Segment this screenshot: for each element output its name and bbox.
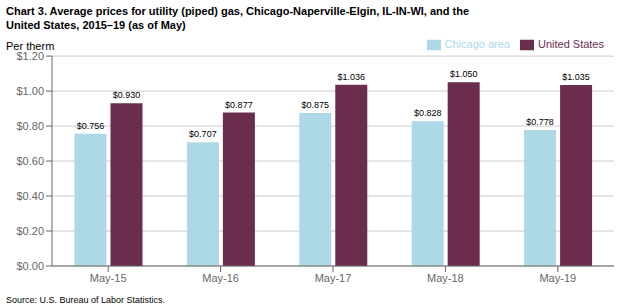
svg-text:$1.050: $1.050 — [450, 69, 478, 79]
svg-text:$0.875: $0.875 — [302, 100, 330, 110]
svg-text:May-17: May-17 — [315, 272, 352, 284]
svg-text:$0.20: $0.20 — [16, 225, 44, 237]
svg-text:$0.930: $0.930 — [113, 90, 141, 100]
svg-text:$0.60: $0.60 — [16, 155, 44, 167]
svg-text:May-18: May-18 — [427, 272, 464, 284]
svg-text:$1.00: $1.00 — [16, 85, 44, 97]
html-text:United States: United States — [538, 38, 604, 50]
svg-text:$0.80: $0.80 — [16, 120, 44, 132]
svg-text:$0.877: $0.877 — [225, 100, 253, 110]
html-text:Source: U.S. Bureau of Labor S: Source: U.S. Bureau of Labor Statistics. — [6, 295, 166, 305]
html-text:Chart 3. Average prices for ut: Chart 3. Average prices for utility (pip… — [6, 5, 470, 17]
svg-text:$0.707: $0.707 — [189, 129, 217, 139]
svg-text:$0.756: $0.756 — [77, 121, 105, 131]
svg-text:May-16: May-16 — [202, 272, 239, 284]
svg-text:$0.828: $0.828 — [414, 108, 442, 118]
svg-text:$1.20: $1.20 — [16, 50, 44, 62]
svg-text:$1.036: $1.036 — [338, 72, 366, 82]
svg-text:$1.035: $1.035 — [562, 72, 590, 82]
svg-text:May-15: May-15 — [90, 272, 127, 284]
svg-text:May-19: May-19 — [539, 272, 576, 284]
html-text:Chicago area: Chicago area — [444, 38, 510, 50]
svg-text:$0.778: $0.778 — [526, 117, 554, 127]
svg-text:$0.40: $0.40 — [16, 190, 44, 202]
svg-text:$0.00: $0.00 — [16, 260, 44, 272]
html-text:United States, 2015–19 (as of: United States, 2015–19 (as of May) — [6, 19, 186, 31]
html-text:Per therm: Per therm — [6, 40, 55, 52]
